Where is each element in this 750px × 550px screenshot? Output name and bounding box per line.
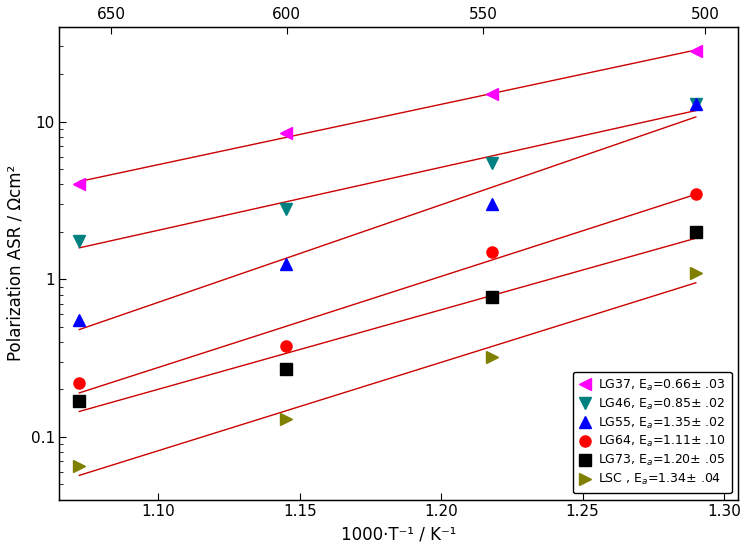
Y-axis label: Polarization ASR / Ωcm²: Polarization ASR / Ωcm² [7,165,25,361]
X-axis label: 1000·T⁻¹ / K⁻¹: 1000·T⁻¹ / K⁻¹ [341,525,457,543]
Legend: LG37, E$_a$=0.66± .03, LG46, E$_a$=0.85± .02, LG55, E$_a$=1.35± .02, LG64, E$_a$: LG37, E$_a$=0.66± .03, LG46, E$_a$=0.85±… [573,372,732,493]
